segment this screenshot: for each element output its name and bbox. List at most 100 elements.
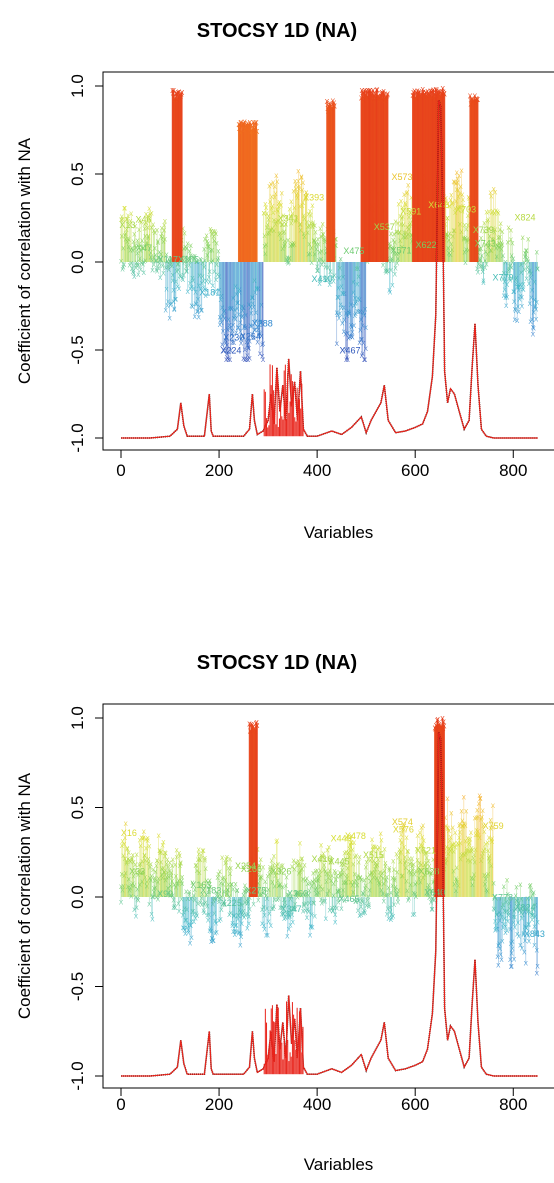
correlation-marker: X: [456, 187, 461, 194]
correlation-marker: X: [322, 236, 327, 243]
correlation-marker: X: [183, 255, 188, 262]
y-tick-label: 1.0: [68, 706, 87, 730]
spectrum-line: [121, 99, 538, 439]
correlation-marker: X: [120, 887, 125, 894]
correlation-marker: X: [444, 196, 449, 203]
correlation-marker: X: [452, 882, 457, 889]
correlation-marker: X: [355, 883, 360, 890]
correlation-marker: X: [506, 919, 511, 926]
correlation-marker: X: [343, 880, 348, 887]
correlation-marker: X: [462, 222, 467, 229]
x-tick-label: 0: [116, 1095, 125, 1114]
correlation-marker: X: [381, 875, 386, 882]
correlation-marker: X: [317, 890, 322, 897]
correlation-marker: X: [397, 201, 402, 208]
correlation-marker: X: [338, 893, 343, 900]
correlation-marker: X: [494, 245, 499, 252]
correlation-marker: X: [475, 266, 480, 273]
correlation-marker: X: [361, 310, 366, 317]
correlation-marker: X: [175, 268, 180, 275]
correlation-marker: X: [420, 834, 425, 841]
correlation-marker: X: [136, 262, 141, 269]
correlation-marker: X: [511, 914, 516, 921]
correlation-marker: X: [306, 881, 311, 888]
correlation-marker: X: [508, 264, 513, 271]
correlation-marker: X: [209, 929, 214, 936]
correlation-marker: X: [274, 839, 279, 846]
correlation-marker: X: [140, 879, 145, 886]
correlation-marker: X: [404, 879, 409, 886]
correlation-marker: X: [251, 120, 256, 127]
correlation-marker: X: [406, 849, 411, 856]
annotation-label: X46: [136, 215, 152, 225]
correlation-marker: X: [246, 911, 251, 918]
correlation-marker: X: [405, 190, 410, 197]
correlation-marker: X: [280, 912, 285, 919]
correlation-marker: X: [451, 849, 456, 856]
correlation-marker: X: [188, 923, 193, 930]
correlation-marker: X: [521, 286, 526, 293]
correlation-marker: X: [362, 88, 367, 95]
correlation-marker: X: [513, 317, 518, 324]
correlation-marker: X: [512, 289, 517, 296]
correlation-marker: X: [169, 256, 174, 263]
correlation-marker: X: [319, 842, 324, 849]
correlation-marker: X: [171, 273, 176, 280]
correlation-marker: X: [225, 891, 230, 898]
correlation-marker: X: [411, 862, 416, 869]
y-tick-label: -0.5: [68, 335, 87, 364]
correlation-marker: X: [142, 829, 147, 836]
correlation-marker: X: [266, 887, 271, 894]
correlation-marker: X: [367, 902, 372, 909]
correlation-marker: X: [393, 266, 398, 273]
correlation-marker: X: [398, 238, 403, 245]
correlation-marker: X: [310, 224, 315, 231]
correlation-marker: X: [300, 188, 305, 195]
correlation-marker: X: [247, 906, 252, 913]
correlation-marker: X: [266, 933, 271, 940]
correlation-marker: X: [127, 262, 132, 269]
correlation-marker: X: [242, 323, 247, 330]
correlation-marker: X: [128, 248, 133, 255]
correlation-marker: X: [343, 856, 348, 863]
correlation-marker: X: [127, 222, 132, 229]
correlation-marker: X: [265, 225, 270, 232]
correlation-marker: X: [189, 303, 194, 310]
correlation-marker: X: [419, 825, 424, 832]
correlation-marker: X: [324, 250, 329, 257]
correlation-marker: X: [315, 877, 320, 884]
correlation-marker: X: [309, 923, 314, 930]
correlation-marker: X: [341, 888, 346, 895]
correlation-marker: X: [496, 210, 501, 217]
correlation-marker: X: [170, 88, 175, 95]
x-tick-label: 800: [499, 461, 527, 480]
correlation-marker: X: [427, 864, 432, 871]
correlation-marker: X: [450, 247, 455, 254]
correlation-marker: X: [386, 245, 391, 252]
correlation-marker: X: [507, 266, 512, 273]
correlation-marker: X: [403, 854, 408, 861]
correlation-marker: X: [199, 882, 204, 889]
correlation-marker: X: [435, 88, 440, 95]
correlation-marker: X: [278, 905, 283, 912]
correlation-marker: X: [499, 911, 504, 918]
correlation-marker: X: [505, 295, 510, 302]
correlation-marker: X: [457, 173, 462, 180]
correlation-marker: X: [364, 346, 369, 353]
correlation-marker: X: [214, 231, 219, 238]
correlation-marker: X: [211, 898, 216, 905]
correlation-marker: X: [171, 299, 176, 306]
correlation-marker: X: [368, 879, 373, 886]
correlation-marker: X: [497, 941, 502, 948]
correlation-marker: X: [506, 913, 511, 920]
correlation-marker: X: [162, 870, 167, 877]
correlation-marker: X: [296, 858, 301, 865]
correlation-marker: X: [318, 226, 323, 233]
correlation-marker: X: [349, 322, 354, 329]
correlation-marker: X: [201, 285, 206, 292]
correlation-marker: X: [272, 853, 277, 860]
correlation-marker: X: [351, 290, 356, 297]
correlation-marker: X: [397, 850, 402, 857]
correlation-marker: X: [295, 862, 300, 869]
correlation-marker: X: [309, 260, 314, 267]
